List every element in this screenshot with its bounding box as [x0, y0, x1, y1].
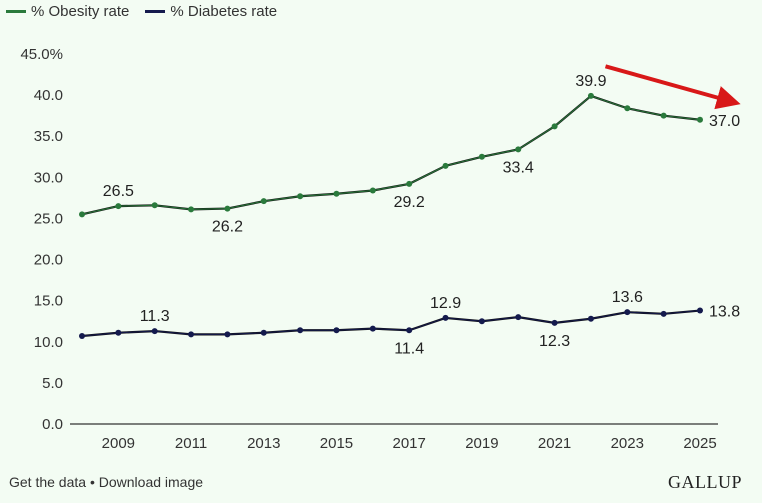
diabetes-data-label: 11.3 — [140, 308, 170, 325]
diabetes-point — [151, 328, 158, 335]
obesity-data-label: 26.2 — [212, 219, 243, 236]
x-tick-label: 2025 — [683, 435, 716, 452]
obesity-point — [79, 211, 85, 218]
obesity-point — [697, 116, 703, 123]
diabetes-point — [188, 331, 195, 338]
diabetes-point — [587, 315, 594, 322]
obesity-point — [551, 123, 558, 130]
diabetes-line-tint — [81, 309, 701, 337]
x-tick-label: 2021 — [538, 435, 571, 452]
x-tick-label: 2011 — [175, 435, 207, 452]
obesity-point — [406, 180, 413, 187]
y-tick-label: 35.0 — [34, 128, 63, 145]
y-tick-label: 45.0% — [20, 46, 63, 63]
y-tick-label: 5.0 — [42, 375, 63, 392]
diabetes-line — [81, 309, 701, 338]
diabetes-data-label: 13.6 — [612, 289, 643, 306]
obesity-series: 26.5 26.2 29.2 33.4 39.9 37.0 — [79, 73, 740, 236]
diabetes-data-label: 13.8 — [709, 304, 740, 321]
obesity-point — [151, 202, 158, 209]
diabetes-series: 11.3 11.4 12.9 12.3 13.6 13.8 — [79, 289, 740, 357]
obesity-line-tint — [81, 95, 701, 215]
obesity-point — [587, 92, 594, 99]
x-tick-label: 2019 — [465, 435, 498, 452]
x-axis: 2009 2011 2013 2015 2017 2019 2021 2023 2025 — [70, 423, 718, 452]
y-tick-label: 25.0 — [34, 210, 63, 227]
diabetes-point — [478, 318, 485, 325]
x-tick-label: 2023 — [611, 435, 644, 452]
obesity-data-label: 26.5 — [103, 183, 134, 200]
diabetes-point — [442, 314, 449, 321]
obesity-point — [369, 187, 376, 194]
obesity-data-label: 33.4 — [503, 159, 534, 176]
x-tick-label: 2017 — [392, 435, 425, 452]
y-tick-label: 10.0 — [34, 334, 63, 351]
trend-arrow — [604, 64, 741, 110]
series-layer: 26.5 26.2 29.2 33.4 39.9 37.0 11.3 11.4 12.9 12.3… — [79, 73, 740, 357]
obesity-point — [660, 112, 667, 119]
y-tick-label: 0.0 — [42, 416, 63, 433]
diabetes-point — [697, 307, 703, 314]
diabetes-point — [406, 327, 413, 334]
footer-separator: • — [89, 474, 95, 490]
obesity-point — [442, 162, 449, 169]
obesity-line — [81, 94, 701, 216]
obesity-point — [188, 206, 195, 213]
legend-label: % Diabetes rate — [170, 3, 278, 20]
gallup-logo: GALLUP — [668, 472, 742, 492]
obesity-data-label: 37.0 — [709, 113, 740, 130]
diabetes-swatch — [145, 10, 166, 13]
diabetes-point — [115, 329, 122, 336]
x-tick-label: 2013 — [247, 435, 280, 452]
y-tick-label: 40.0 — [34, 87, 63, 104]
diabetes-point — [79, 333, 85, 340]
footer: Get the data • Download image — [9, 474, 203, 490]
obesity-point — [260, 198, 267, 205]
obesity-point — [478, 153, 485, 160]
y-axis: 0.0 5.0 10.0 15.0 20.0 25.0 30.0 35.0 40.0 45.0% — [20, 46, 63, 433]
x-tick-label: 2009 — [102, 435, 135, 452]
legend: % Obesity rate % Diabetes rate — [6, 3, 277, 20]
diabetes-point — [224, 331, 231, 338]
get-data-link[interactable]: Get the data — [9, 474, 87, 490]
y-tick-label: 15.0 — [34, 293, 63, 310]
diabetes-point — [260, 329, 267, 336]
legend-item-obesity[interactable]: % Obesity rate — [6, 3, 129, 20]
y-tick-label: 20.0 — [34, 252, 63, 269]
obesity-data-label: 29.2 — [394, 194, 425, 211]
obesity-point — [224, 205, 231, 212]
diabetes-point — [333, 327, 340, 334]
annotation-layer — [604, 64, 741, 110]
diabetes-point — [624, 309, 631, 316]
obesity-point — [115, 203, 122, 210]
diabetes-point — [515, 314, 522, 321]
obesity-swatch — [6, 10, 26, 13]
diabetes-data-label: 11.4 — [394, 340, 424, 357]
obesity-point — [515, 146, 522, 153]
legend-item-diabetes[interactable]: % Diabetes rate — [145, 3, 277, 20]
diabetes-point — [369, 325, 376, 332]
download-image-link[interactable]: Download image — [98, 474, 204, 490]
diabetes-point — [297, 327, 304, 334]
obesity-point — [624, 105, 631, 112]
diabetes-point — [551, 319, 558, 326]
obesity-data-label: 39.9 — [575, 73, 606, 90]
obesity-point — [297, 193, 304, 200]
x-tick-label: 2015 — [320, 435, 353, 452]
diabetes-point — [660, 310, 667, 317]
obesity-point — [333, 190, 340, 197]
legend-label: % Obesity rate — [31, 3, 130, 20]
y-tick-label: 30.0 — [34, 169, 63, 186]
diabetes-data-label: 12.9 — [430, 295, 461, 312]
diabetes-data-label: 12.3 — [539, 333, 570, 350]
